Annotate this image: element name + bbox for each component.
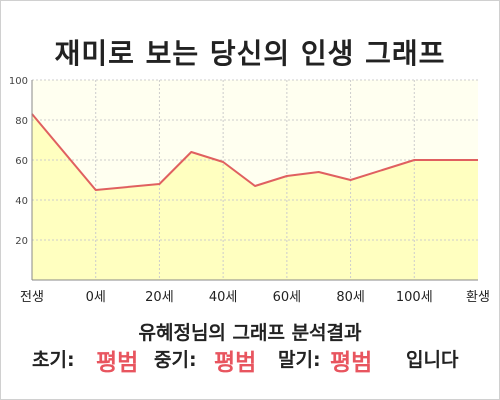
x-tick-label: 환생: [466, 290, 490, 305]
chart-title: 재미로 보는 당신의 인생 그래프: [54, 37, 446, 70]
series-line: [31, 113, 478, 191]
y-tick-label: 100: [9, 76, 28, 87]
x-tick-label: 80세: [336, 290, 365, 305]
late-label: 말기:: [278, 349, 321, 371]
result-heading: 유혜정님의 그래프 분석결과: [138, 322, 362, 344]
y-tick-label: 60: [15, 156, 28, 167]
y-tick-label: 80: [15, 116, 28, 127]
early-label: 초기:: [32, 349, 75, 371]
x-tick-label: 전생: [20, 290, 44, 305]
early-value: 평범: [96, 350, 139, 376]
mid-label: 중기:: [154, 349, 197, 371]
y-tick-label: 20: [15, 236, 28, 247]
x-tick-label: 40세: [209, 290, 238, 305]
verdict-suffix: 입니다: [406, 349, 459, 371]
y-tick-label: 40: [15, 196, 28, 207]
x-tick-label: 60세: [273, 290, 302, 305]
late-value: 평범: [330, 350, 373, 376]
x-tick-label: 100세: [396, 290, 433, 305]
area-fill: [32, 114, 478, 280]
x-tick-label: 20세: [145, 290, 174, 305]
x-tick-label: 0세: [86, 290, 106, 305]
mid-value: 평범: [214, 350, 257, 376]
